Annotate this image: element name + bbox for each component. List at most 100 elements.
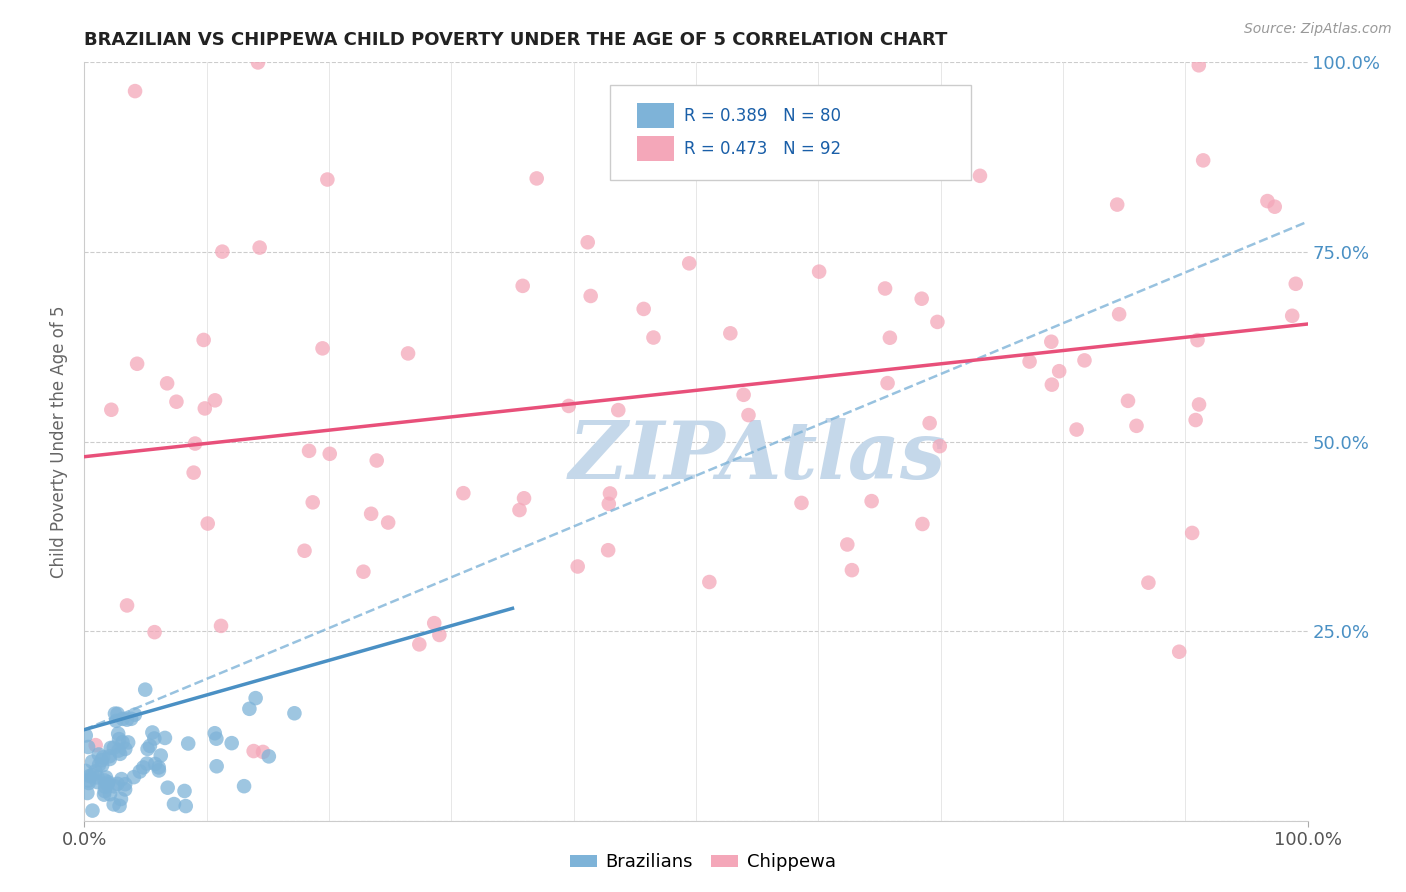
Point (876, 376, 898, 391)
Point (298, 443, 321, 458)
Point (124, 84, 146, 98)
Point (90, 753, 112, 767)
Point (1125, 418, 1147, 433)
Point (513, 491, 536, 506)
Point (82, 768, 104, 782)
Point (790, 496, 813, 510)
Point (294, 543, 316, 558)
Point (927, 315, 949, 329)
Point (360, 507, 382, 521)
Point (194, 401, 217, 416)
Point (508, 503, 530, 517)
Point (104, 706, 127, 721)
Point (193, 333, 215, 347)
Point (1018, 354, 1040, 368)
Point (93, 773, 115, 788)
Point (1108, 307, 1130, 321)
Point (103, 797, 125, 812)
Point (141, 725, 163, 739)
Point (75, 764, 97, 778)
Point (79, 769, 101, 783)
Point (93, 788, 115, 802)
Point (110, 792, 132, 806)
FancyBboxPatch shape (610, 85, 972, 180)
Point (252, 745, 274, 759)
Point (111, 712, 134, 726)
Point (165, 394, 187, 409)
Point (120, 712, 142, 726)
Point (103, 780, 125, 794)
Point (1188, 397, 1211, 411)
Point (695, 139, 717, 153)
Point (108, 798, 131, 813)
Point (221, 736, 243, 750)
Point (837, 537, 859, 551)
Point (1047, 364, 1070, 378)
Point (139, 739, 162, 753)
Point (1107, 197, 1129, 211)
Point (86, 775, 108, 789)
Point (134, 682, 156, 697)
Point (110, 772, 132, 786)
Point (1181, 525, 1204, 540)
Point (841, 563, 863, 577)
Point (1188, 58, 1211, 72)
Point (607, 403, 630, 417)
Text: BRAZILIAN VS CHIPPEWA CHILD POVERTY UNDER THE AGE OF 5 CORRELATION CHART: BRAZILIAN VS CHIPPEWA CHILD POVERTY UNDE… (84, 31, 948, 49)
Point (1137, 575, 1160, 590)
Point (107, 727, 129, 741)
Point (143, 625, 166, 640)
Point (86, 771, 108, 785)
Point (128, 764, 150, 779)
Point (91, 750, 114, 764)
Point (77, 739, 100, 754)
Point (911, 516, 934, 531)
Point (108, 747, 131, 761)
Point (100, 402, 122, 417)
Point (1073, 353, 1095, 368)
Point (598, 497, 620, 511)
Point (136, 756, 159, 771)
Text: R = 0.473   N = 92: R = 0.473 N = 92 (683, 140, 841, 158)
Point (366, 453, 388, 467)
Point (879, 331, 901, 345)
Point (699, 574, 721, 589)
Point (124, 707, 146, 722)
Point (75, 728, 97, 742)
Point (107, 706, 129, 721)
Point (808, 265, 831, 279)
Point (184, 436, 207, 450)
Point (396, 346, 419, 360)
Point (177, 737, 200, 751)
Point (143, 731, 166, 746)
Text: Source: ZipAtlas.com: Source: ZipAtlas.com (1244, 22, 1392, 37)
Point (1116, 393, 1139, 408)
Point (678, 256, 700, 270)
Point (598, 543, 620, 558)
Point (93, 784, 115, 798)
Point (105, 714, 128, 728)
Point (1281, 309, 1303, 323)
Point (1040, 334, 1063, 349)
Point (209, 619, 232, 633)
Point (132, 760, 155, 774)
Point (352, 565, 374, 579)
Point (76, 786, 98, 800)
Point (512, 278, 534, 293)
Point (928, 439, 950, 453)
Point (115, 599, 138, 613)
Point (316, 172, 339, 186)
Point (245, 691, 267, 706)
Bar (637, 103, 673, 128)
Point (98, 752, 121, 766)
Point (205, 759, 228, 773)
Point (82, 755, 104, 769)
Point (114, 777, 136, 791)
Point (599, 486, 621, 500)
Point (153, 731, 176, 745)
Point (873, 281, 896, 295)
Point (557, 399, 579, 413)
Point (1040, 377, 1063, 392)
Point (84, 738, 107, 752)
Point (718, 326, 741, 341)
